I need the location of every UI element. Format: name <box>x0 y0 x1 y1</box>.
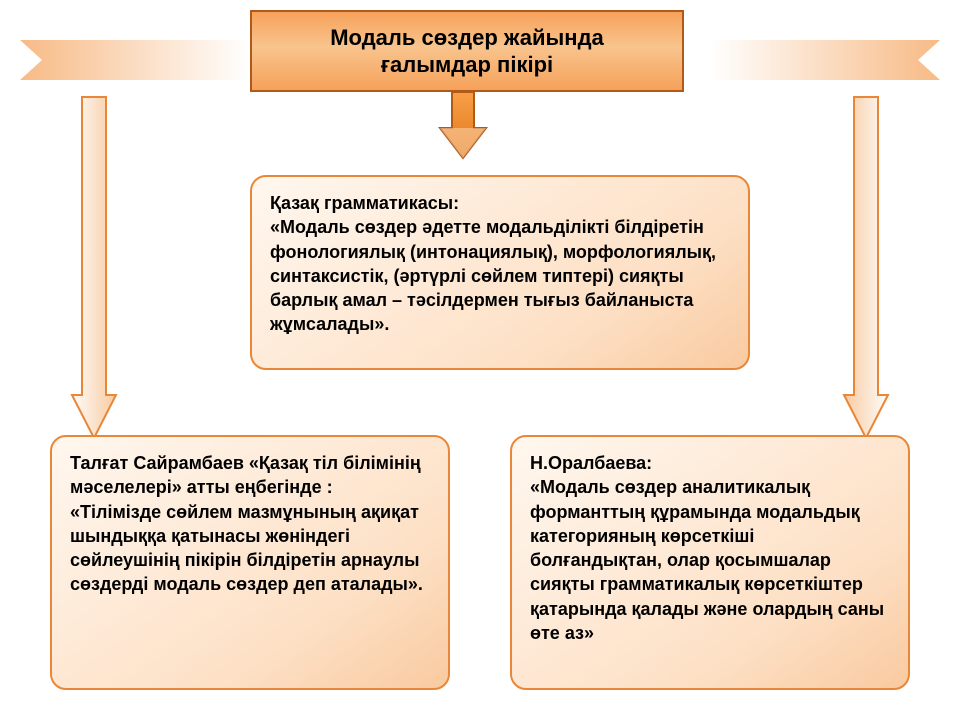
center-quote-box: Қазақ грамматикасы: «Модаль сөздер әдетт… <box>250 175 750 370</box>
right-quote-box: Н.Оралбаева: «Модаль сөздер аналитикалық… <box>510 435 910 690</box>
left-quote: «Тілімізде сөйлем мазмұнының ақиқат шынд… <box>70 502 423 595</box>
left-quote-box: Талғат Сайрамбаев «Қазақ тіл білімінің м… <box>50 435 450 690</box>
left-author: Талғат Сайрамбаев «Қазақ тіл білімінің м… <box>70 453 421 497</box>
title-box: Модаль сөздер жайында ғалымдар пікірі <box>250 10 684 92</box>
title-line1: Модаль сөздер жайында <box>252 24 682 52</box>
right-quote: «Модаль сөздер аналитикалық форманттың қ… <box>530 477 884 643</box>
left-arrow-icon <box>70 95 118 440</box>
center-quote: «Модаль сөздер әдетте модальділікті білд… <box>270 217 716 334</box>
center-author: Қазақ грамматикасы: <box>270 193 459 213</box>
title-line2: ғалымдар пікірі <box>252 51 682 79</box>
center-arrow-icon <box>438 90 488 160</box>
right-author: Н.Оралбаева: <box>530 453 652 473</box>
right-arrow-icon <box>842 95 890 440</box>
